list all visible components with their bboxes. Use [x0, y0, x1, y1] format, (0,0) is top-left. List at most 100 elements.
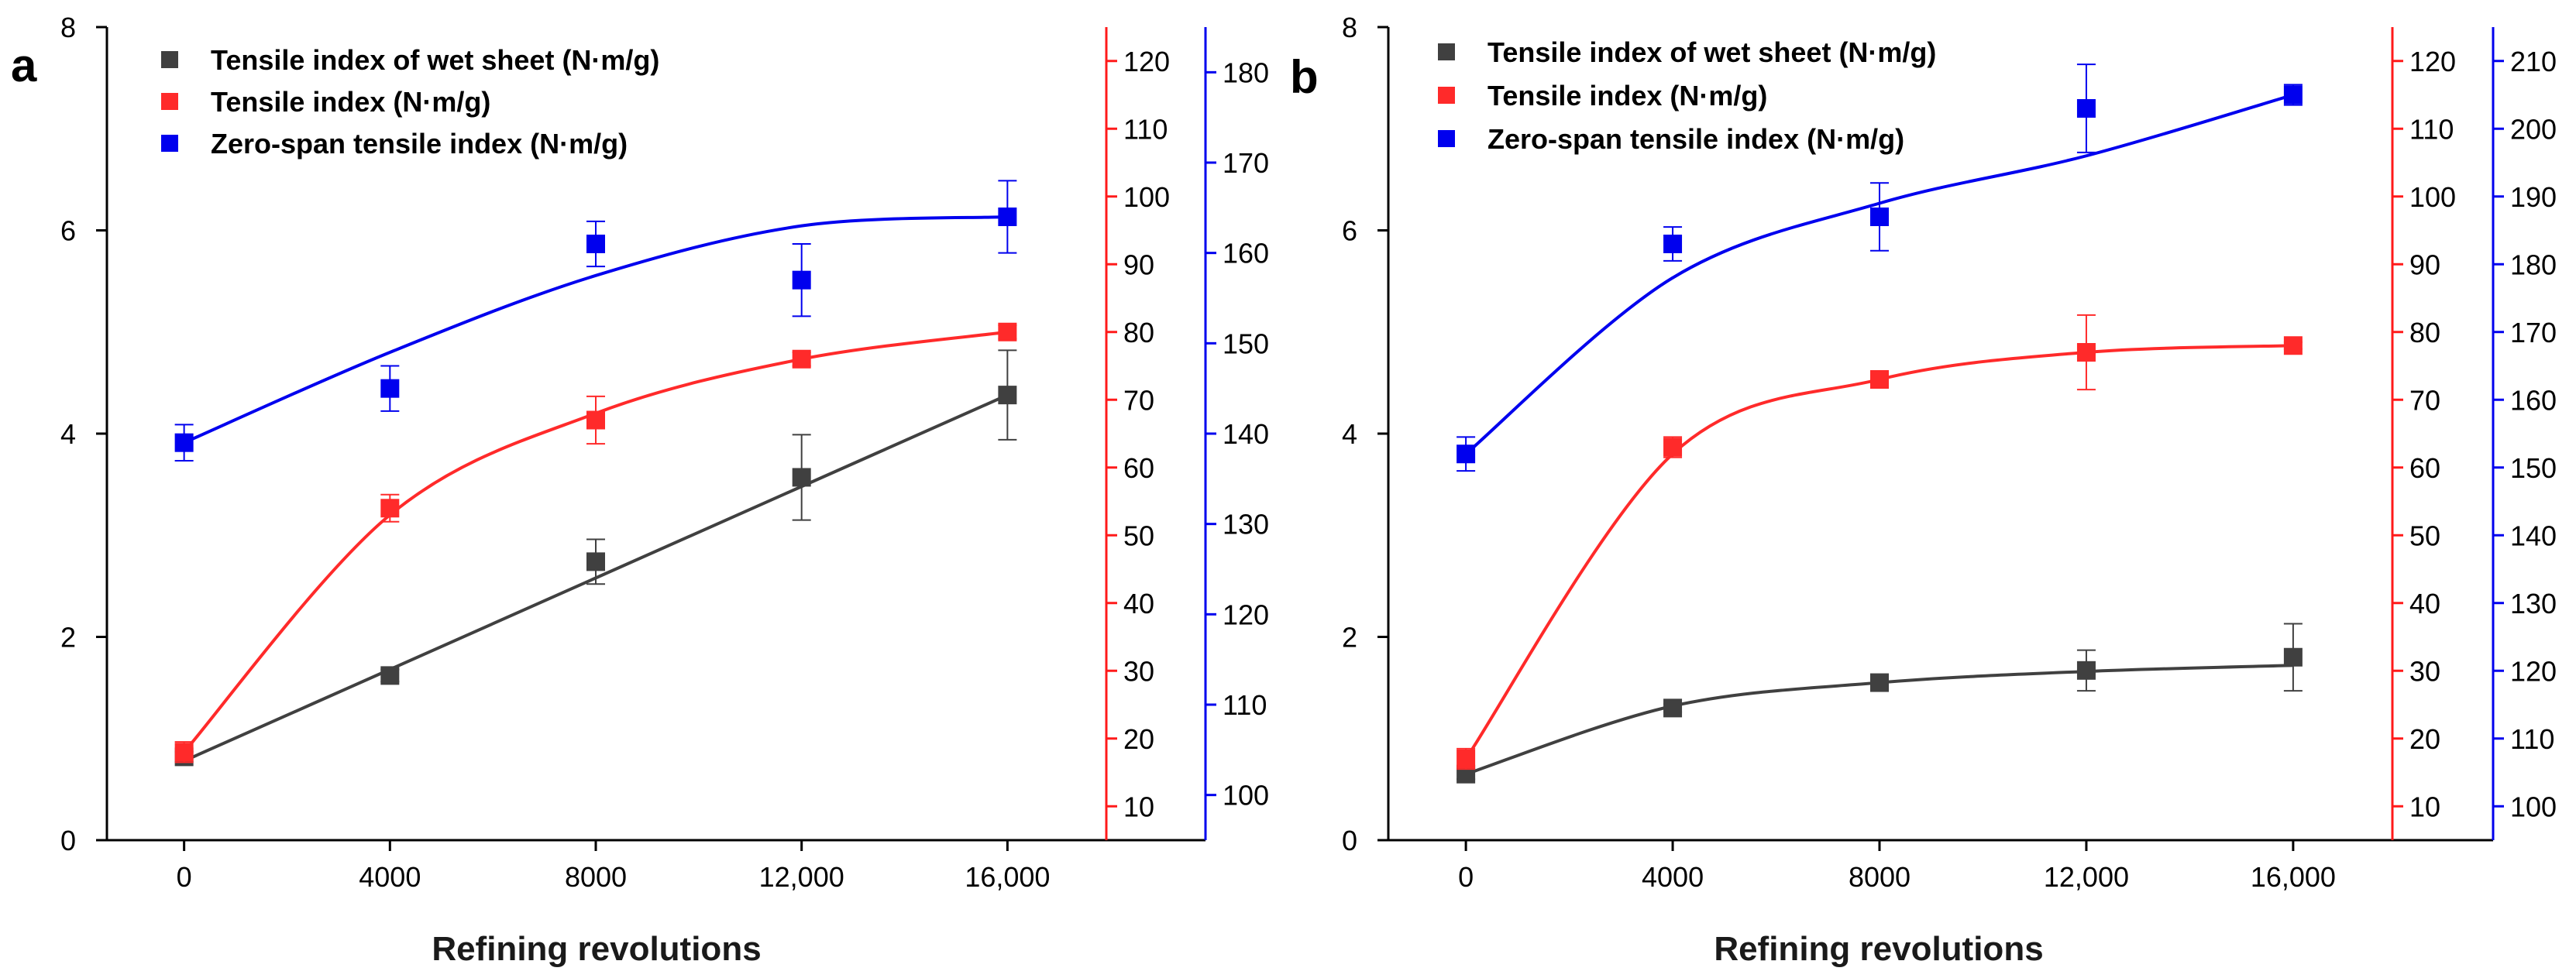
y-tick-label-red: 60: [1123, 452, 1154, 484]
data-point-tensile-index: [586, 410, 605, 430]
y-tick-label-blue: 160: [1223, 238, 1269, 269]
x-tick-label: 12,000: [2044, 861, 2129, 893]
y-tick-label-blue: 100: [2510, 791, 2557, 822]
y-tick-label-blue: 160: [2510, 384, 2557, 416]
panel-a: a Refining revolutions Tensile index of …: [11, 12, 1269, 968]
y-tick-label-blue: 130: [1223, 509, 1269, 540]
y-tick-label-red: 110: [1123, 113, 1168, 145]
panel-letter: a: [11, 39, 37, 91]
fit-curve-tensile-index: [183, 330, 1008, 753]
data-point-tensile-index: [2283, 336, 2303, 355]
legend-marker-zero-span: [161, 135, 178, 152]
y-tick-label-left: 4: [60, 418, 76, 450]
y-tick-label-blue: 140: [1223, 418, 1269, 450]
y-tick-label-red: 10: [2409, 791, 2440, 822]
y-tick-label-red: 100: [2409, 181, 2456, 213]
y-tick-label-left: 8: [60, 12, 76, 43]
x-tick-label: 8000: [565, 861, 627, 893]
data-point-tensile-index: [792, 349, 811, 369]
legend-marker-wet-sheet: [161, 51, 178, 68]
y-tick-label-left: 8: [1342, 12, 1357, 43]
data-point-zero-span-tensile-index: [586, 235, 605, 253]
data-point-tensile-index: [1663, 438, 1683, 457]
legend-label-tensile: Tensile index (N·m/g): [211, 86, 490, 118]
x-tick-label: 4000: [1642, 861, 1704, 893]
y-tick-label-blue: 120: [1223, 599, 1269, 630]
y-tick-label-red: 90: [2409, 249, 2440, 280]
y-tick-label-blue: 150: [1223, 328, 1269, 359]
data-point-tensile-index-of-wet-sheet: [792, 468, 811, 487]
legend-label-wet-sheet: Tensile index of wet sheet (N·m/g): [211, 44, 659, 76]
x-tick-label: 4000: [359, 861, 421, 893]
y-tick-label-blue: 210: [2510, 46, 2557, 77]
data-point-zero-span-tensile-index: [1870, 208, 1889, 226]
data-point-zero-span-tensile-index: [1457, 444, 1476, 464]
legend-marker-tensile: [161, 93, 178, 110]
legend-marker-tensile: [1438, 87, 1455, 104]
legend-marker-zero-span: [1438, 130, 1455, 147]
y-tick-label-red: 70: [1123, 384, 1154, 416]
y-tick-label-red: 110: [2409, 113, 2454, 145]
x-tick-label: 8000: [1849, 861, 1911, 893]
x-tick-label: 0: [1458, 861, 1474, 893]
data-point-tensile-index: [1457, 750, 1476, 768]
y-tick-label-left: 6: [60, 215, 76, 247]
data-point-tensile-index-of-wet-sheet: [1663, 698, 1683, 718]
x-tick-label: 16,000: [2251, 861, 2336, 893]
panel-b: b Refining revolutions Tensile index of …: [1290, 12, 2557, 968]
x-axis-title: Refining revolutions: [432, 930, 761, 968]
legend-label-zero-span: Zero-span tensile index (N·m/g): [1487, 123, 1904, 155]
data-point-zero-span-tensile-index: [380, 379, 400, 398]
data-point-tensile-index: [998, 322, 1017, 341]
x-tick-label: 0: [177, 861, 192, 893]
y-tick-label-red: 30: [2409, 655, 2440, 687]
x-tick-label: 12,000: [759, 861, 844, 893]
y-tick-label-left: 4: [1342, 418, 1357, 450]
x-tick-label: 16,000: [965, 861, 1050, 893]
data-point-zero-span-tensile-index: [792, 270, 811, 290]
data-point-tensile-index-of-wet-sheet: [586, 552, 605, 571]
legend-marker-wet-sheet: [1438, 43, 1455, 60]
y-tick-label-red: 40: [1123, 588, 1154, 619]
data-point-tensile-index: [174, 743, 194, 762]
data-point-tensile-index: [1870, 370, 1889, 389]
panel-letter: b: [1290, 51, 1319, 103]
y-tick-label-blue: 150: [2510, 452, 2557, 484]
y-tick-label-blue: 130: [2510, 588, 2557, 619]
y-tick-label-red: 60: [2409, 452, 2440, 484]
data-point-tensile-index-of-wet-sheet: [1870, 673, 1889, 692]
y-tick-label-red: 70: [2409, 384, 2440, 416]
data-point-tensile-index-of-wet-sheet: [380, 666, 400, 685]
legend-label-wet-sheet: Tensile index of wet sheet (N·m/g): [1487, 36, 1936, 68]
y-tick-label-red: 20: [2409, 723, 2440, 755]
y-tick-label-red: 30: [1123, 655, 1154, 687]
y-tick-label-red: 10: [1123, 791, 1154, 822]
y-tick-label-red: 50: [1123, 520, 1154, 551]
y-tick-label-red: 40: [2409, 588, 2440, 619]
y-tick-label-blue: 170: [1223, 147, 1269, 179]
data-point-tensile-index-of-wet-sheet: [2283, 647, 2303, 667]
data-point-zero-span-tensile-index: [2283, 85, 2303, 105]
y-tick-label-blue: 140: [2510, 520, 2557, 551]
y-tick-label-red: 100: [1123, 181, 1170, 213]
data-point-tensile-index-of-wet-sheet: [998, 386, 1017, 405]
data-point-zero-span-tensile-index: [2076, 99, 2096, 118]
data-point-tensile-index-of-wet-sheet: [2076, 661, 2096, 680]
y-tick-label-left: 2: [1342, 622, 1357, 654]
legend-label-tensile: Tensile index (N·m/g): [1487, 80, 1767, 112]
fit-curve-zero-span-tensile-index: [183, 215, 1008, 444]
y-tick-label-blue: 190: [2510, 181, 2557, 213]
y-tick-label-blue: 110: [1223, 689, 1267, 721]
y-tick-label-red: 50: [2409, 520, 2440, 551]
y-tick-label-blue: 120: [2510, 655, 2557, 687]
y-tick-label-red: 120: [2409, 46, 2456, 77]
y-tick-label-red: 120: [1123, 46, 1170, 77]
y-tick-label-blue: 110: [2510, 723, 2554, 755]
legend: Tensile index of wet sheet (N·m/g) Tensi…: [161, 44, 659, 160]
legend: Tensile index of wet sheet (N·m/g) Tensi…: [1438, 36, 1936, 155]
data-point-zero-span-tensile-index: [1663, 235, 1683, 253]
x-axis-title: Refining revolutions: [1714, 930, 2043, 968]
y-tick-label-red: 80: [1123, 317, 1154, 348]
y-tick-label-blue: 180: [1223, 57, 1269, 88]
